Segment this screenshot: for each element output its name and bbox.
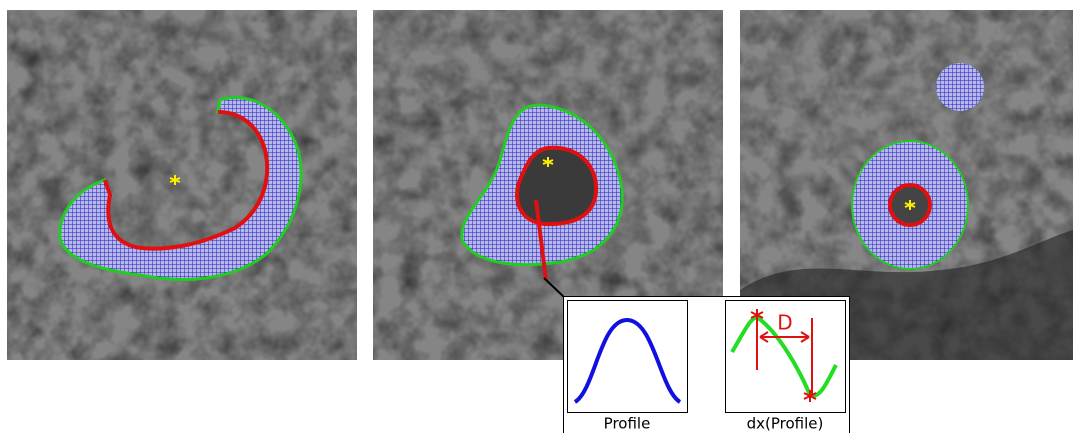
- inset: Profile D dx(Profile): [564, 297, 850, 433]
- plot-label: Profile: [604, 415, 651, 433]
- figure: Profile D dx(Profile): [0, 0, 1076, 433]
- image-panel: [7, 10, 357, 360]
- plot-label: dx(Profile): [747, 415, 824, 433]
- annotation: D: [777, 311, 792, 335]
